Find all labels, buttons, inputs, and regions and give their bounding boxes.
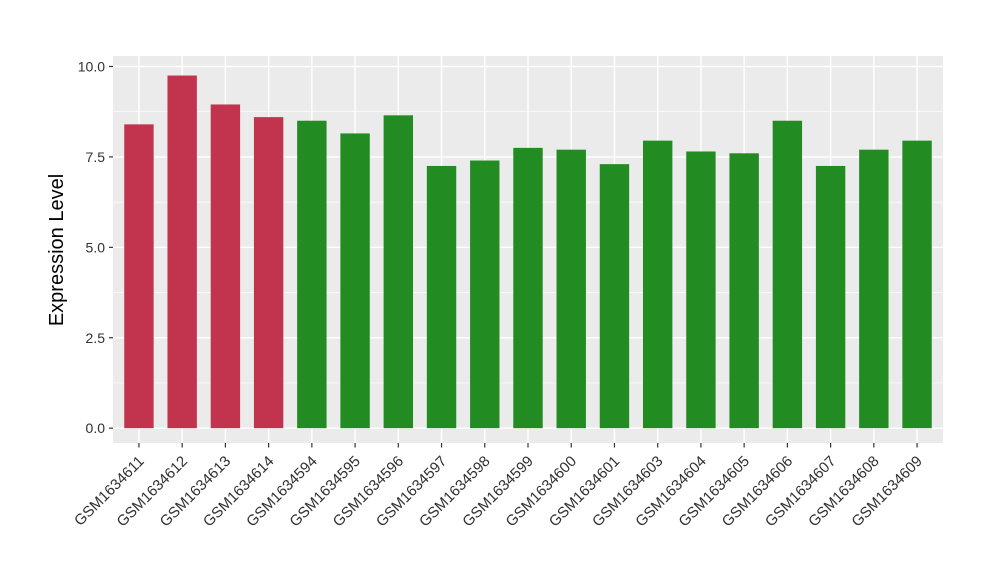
y-tick-label-7.5: 7.5 (86, 149, 106, 165)
bar-GSM1634595 (340, 133, 370, 429)
bar-GSM1634611 (124, 124, 154, 429)
bar-GSM1634601 (599, 164, 630, 429)
y-tick-label-0.0: 0.0 (86, 420, 106, 436)
bar-GSM1634612 (167, 75, 197, 429)
y-tick-label-2.5: 2.5 (86, 330, 106, 346)
bar-GSM1634607 (815, 165, 846, 429)
bar-GSM1634608 (859, 149, 889, 429)
bar-GSM1634609 (902, 140, 932, 429)
bar-GSM1634604 (686, 151, 716, 429)
bar-GSM1634594 (297, 120, 327, 429)
bar-GSM1634597 (426, 165, 457, 429)
y-axis-title: Expression Level (46, 174, 68, 326)
bar-GSM1634605 (729, 153, 759, 429)
y-tick-label-10.0: 10.0 (78, 58, 105, 74)
bar-GSM1634613 (210, 104, 241, 429)
bar-GSM1634603 (642, 140, 673, 429)
bar-GSM1634599 (513, 147, 543, 429)
bar-GSM1634606 (772, 120, 803, 429)
bar-GSM1634596 (383, 115, 414, 429)
y-tick-label-5.0: 5.0 (86, 239, 106, 255)
bar-GSM1634614 (253, 117, 284, 429)
bar-GSM1634600 (556, 149, 586, 429)
bar-GSM1634598 (470, 160, 500, 429)
